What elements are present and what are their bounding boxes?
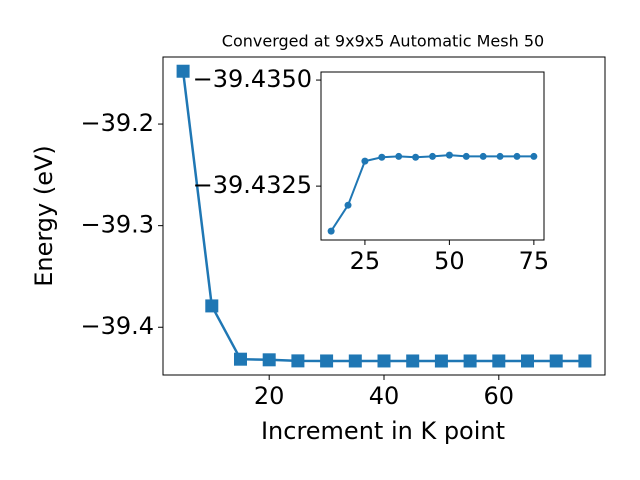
y-tick-label: −39.4350 — [193, 65, 312, 93]
marker — [492, 354, 506, 368]
marker — [262, 353, 276, 367]
marker — [434, 354, 448, 368]
y-axis-label: Energy (eV) — [30, 145, 58, 287]
marker — [445, 151, 453, 159]
x-tick-label: 75 — [519, 247, 550, 275]
marker — [530, 152, 538, 160]
y-tick-label: −39.4325 — [193, 171, 312, 199]
x-axis-label: Increment in K point — [261, 417, 505, 445]
x-tick-label: 60 — [484, 382, 515, 410]
marker — [513, 152, 521, 160]
marker — [412, 153, 420, 161]
marker — [327, 227, 335, 235]
chart-title: Converged at 9x9x5 Automatic Mesh 50 — [222, 32, 544, 51]
y-tick-label: −39.4 — [80, 312, 154, 340]
marker — [521, 354, 535, 368]
marker — [233, 352, 247, 366]
marker — [462, 152, 470, 160]
marker — [463, 354, 477, 368]
marker — [320, 354, 334, 368]
marker — [361, 157, 369, 165]
marker — [479, 152, 487, 160]
marker — [176, 64, 190, 78]
y-tick-label: −39.2 — [80, 109, 154, 137]
x-tick-label: 25 — [350, 247, 381, 275]
x-tick-label: 50 — [434, 247, 465, 275]
axes-frame — [320, 71, 545, 241]
marker — [377, 354, 391, 368]
marker — [348, 354, 362, 368]
marker — [205, 299, 219, 313]
axes-frame — [162, 56, 606, 376]
marker — [496, 152, 504, 160]
marker — [406, 354, 420, 368]
marker — [378, 153, 386, 161]
x-tick-label: 20 — [254, 382, 285, 410]
marker — [549, 354, 563, 368]
marker — [429, 152, 436, 160]
x-tick-label: 40 — [369, 382, 400, 410]
marker — [395, 152, 403, 160]
marker — [344, 201, 352, 209]
marker — [291, 354, 305, 368]
y-tick-label: −39.3 — [80, 211, 154, 239]
marker — [578, 354, 592, 368]
